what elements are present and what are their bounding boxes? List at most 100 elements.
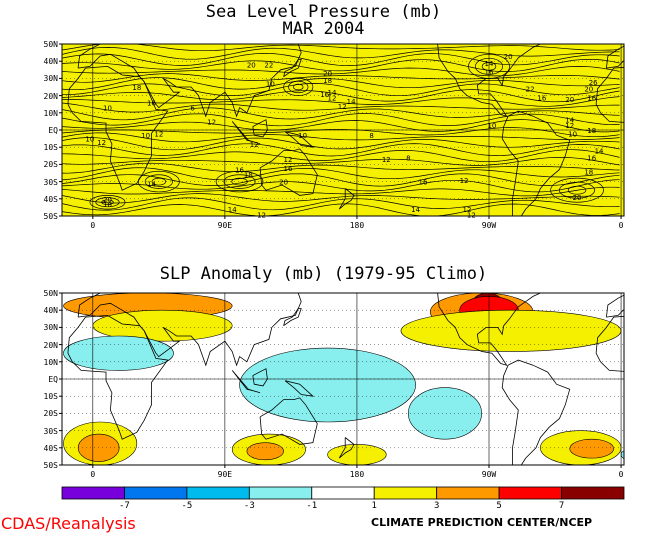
- anomaly-region: [63, 335, 174, 371]
- pressure-cell-contour: [567, 185, 587, 195]
- isobar-label: 12: [565, 122, 574, 130]
- isobar-label: 20: [584, 86, 593, 94]
- coastline: [259, 148, 318, 196]
- colorbar-tick-label: 5: [496, 501, 502, 511]
- isobar-label: 16: [147, 99, 156, 107]
- lat-label: EQ: [48, 375, 58, 384]
- pressure-cell-contour: [215, 170, 264, 193]
- isobar-label: 20: [103, 196, 112, 204]
- lon-label: 90W: [481, 470, 497, 479]
- isobar-label: 12: [338, 103, 347, 111]
- isobar-contour: [62, 119, 620, 133]
- isobar-label: 20: [504, 53, 513, 61]
- lon-label: 0: [618, 221, 624, 230]
- colorbar-swatch: [248, 486, 313, 500]
- lat-label: 10N: [43, 357, 58, 367]
- isobar-label: 10: [85, 136, 94, 144]
- coastline: [437, 44, 541, 117]
- isobar-contour: [62, 52, 620, 66]
- isobar-contour: [62, 89, 620, 103]
- anomaly-region: [636, 302, 647, 348]
- coastline: [283, 308, 302, 327]
- coastline: [284, 380, 315, 397]
- isobar-contour: [62, 47, 620, 60]
- coastline: [67, 65, 169, 191]
- isobar-label: 14: [411, 206, 420, 214]
- isobar-label: 20: [573, 194, 582, 202]
- isobar-label: 18: [584, 168, 593, 176]
- pressure-cell-contour: [231, 177, 248, 186]
- isobar-contour: [62, 193, 620, 204]
- pressure-cell-contour: [151, 177, 167, 186]
- isobar-label: 14: [485, 60, 494, 68]
- isobar-label: 20: [247, 62, 256, 70]
- isobar-label: 20: [565, 96, 574, 104]
- isobar-label: 26: [589, 79, 598, 87]
- isobar-label: 12: [207, 118, 216, 126]
- isobar-label: 18: [103, 201, 112, 209]
- colorbar-tick-label: -7: [119, 501, 130, 511]
- coastline: [501, 110, 571, 216]
- bottom-map-plot: [59, 292, 647, 468]
- isobar-contour: [62, 58, 620, 72]
- isobar-contour: [62, 127, 620, 138]
- lat-label: 40N: [43, 57, 58, 67]
- source-credit: CDAS/Reanalysis: [1, 514, 136, 533]
- center-credit: CLIMATE PREDICTION CENTER/NCEP: [371, 516, 593, 529]
- coastline: [77, 293, 302, 367]
- colorbar-swatch: [124, 486, 188, 500]
- isobar-label: 10: [298, 132, 307, 140]
- lat-label: 50S: [43, 212, 58, 221]
- lat-label: 20N: [43, 340, 58, 350]
- isobar-label: 12: [284, 156, 293, 164]
- isobar-contour: [62, 77, 620, 91]
- colorbar-swatch: [61, 486, 125, 500]
- lon-label: 180: [349, 221, 365, 230]
- lat-label: 20S: [43, 160, 58, 170]
- isobar-label: 8: [406, 155, 410, 163]
- coastline: [338, 437, 355, 459]
- pressure-cell-contour: [95, 197, 120, 208]
- isobar-label: 20: [323, 70, 332, 78]
- colorbar-tick-label: 7: [558, 501, 565, 511]
- colorbar-swatch: [561, 486, 625, 500]
- anomaly-region: [620, 450, 624, 460]
- lat-label: 10S: [43, 143, 58, 153]
- coastline: [284, 131, 315, 148]
- colorbar-tick-label: 1: [371, 501, 377, 511]
- isobar-contour: [62, 137, 620, 151]
- lat-label: 30N: [43, 323, 58, 333]
- pressure-cell-contour: [288, 80, 309, 94]
- isobar-label: 18: [244, 172, 253, 180]
- lat-label: 30S: [43, 426, 58, 436]
- lat-label: 40S: [43, 443, 58, 453]
- isobar-contour: [62, 102, 620, 113]
- coastline: [259, 397, 318, 445]
- pressure-cell-contour: [559, 181, 596, 199]
- anomaly-region: [246, 442, 284, 461]
- isobar-label: 8: [369, 132, 373, 140]
- lat-label: 10N: [43, 108, 58, 118]
- isobar-label: 12: [460, 177, 469, 185]
- anomaly-region: [239, 347, 416, 423]
- pressure-cell-contour: [89, 195, 126, 210]
- pressure-cell-contour: [144, 174, 173, 189]
- colorbar-tick-label: -3: [243, 501, 255, 511]
- isobar-contour: [62, 186, 620, 197]
- isobar-label: 14: [228, 206, 237, 214]
- isobar-contour: [62, 44, 620, 52]
- colorbar-swatch: [186, 486, 250, 500]
- isobar-contour: [62, 162, 620, 174]
- isobar-contour: [62, 149, 620, 163]
- isobar-contour: [62, 203, 620, 216]
- lon-label: 0: [618, 470, 624, 479]
- isobar-label: 16: [537, 94, 546, 102]
- lon-label: 0: [90, 221, 96, 230]
- isobar-label: 10: [141, 132, 150, 140]
- coastline: [252, 368, 268, 387]
- isobar-label: 10: [487, 122, 496, 130]
- isobar-label: 16: [320, 91, 329, 99]
- anomaly-region: [407, 387, 482, 440]
- isobar-label: 16: [284, 165, 293, 173]
